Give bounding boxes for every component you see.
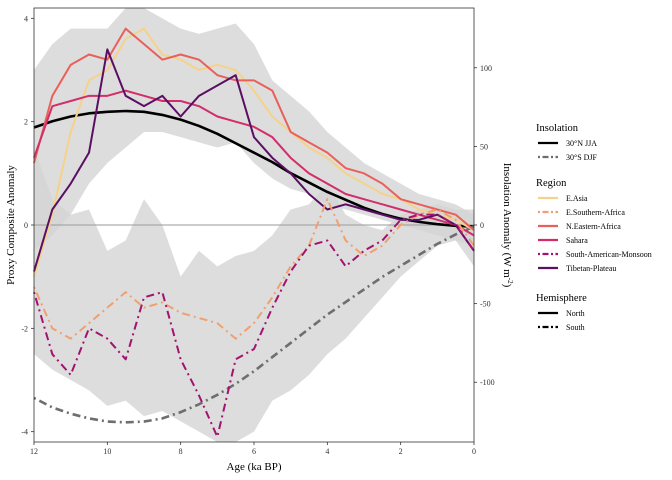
- y-axis-right: -100 -50 0 50 100: [474, 64, 495, 387]
- y2-tick-label: 0: [480, 221, 484, 230]
- legend: Insolation 30°N JJA 30°S DJF Region E.Asia E.…: [536, 123, 652, 332]
- y2-tick-label: -50: [480, 300, 491, 309]
- y-tick-label: -4: [21, 428, 28, 437]
- legend-label: 30°S DJF: [566, 153, 598, 162]
- y-tick-label: 0: [24, 221, 28, 230]
- legend-label: E.Asia: [566, 194, 588, 203]
- legend-title: Hemisphere: [536, 293, 587, 304]
- series-line-tibetan-plateau: [33, 48, 475, 272]
- series-line-south-american-monsoon: [33, 213, 475, 438]
- legend-label: South-American-Monsoon: [566, 250, 652, 259]
- insolation-line-30-n-jja: [33, 109, 475, 228]
- x-tick-label: 2: [399, 447, 403, 456]
- legend-title: Region: [536, 178, 567, 189]
- x-tick-label: 12: [30, 447, 38, 456]
- y-tick-label: 2: [24, 118, 28, 127]
- legend-group-insolation: Insolation 30°N JJA 30°S DJF: [536, 123, 598, 162]
- series-line-e-southern-africa: [33, 198, 475, 340]
- x-tick-label: 8: [179, 447, 183, 456]
- x-tick-label: 10: [103, 447, 111, 456]
- y2-axis-title: Insolation Anomaly (W m-2): [501, 163, 514, 288]
- x-tick-label: 0: [472, 447, 476, 456]
- legend-group-region: Region E.Asia E.Southern-Africa N.Eastern-A…: [536, 178, 652, 273]
- confidence-bands: [34, 8, 474, 442]
- legend-label: 30°N JJA: [566, 139, 597, 148]
- y-axis-title: Proxy Composite Anomaly: [5, 165, 17, 285]
- legend-label: South: [566, 323, 585, 332]
- series-line-n-eastern-africa: [33, 27, 475, 231]
- legend-group-hemisphere: Hemisphere North South: [536, 293, 587, 332]
- band-south: [34, 147, 474, 442]
- legend-title: Insolation: [536, 123, 579, 134]
- legend-label: Tibetan-Plateau: [566, 264, 616, 273]
- y2-tick-label: 100: [480, 64, 492, 73]
- x-tick-label: 4: [325, 447, 329, 456]
- legend-label: Sahara: [566, 236, 588, 245]
- y2-tick-label: -100: [480, 378, 495, 387]
- y-tick-label: 4: [24, 14, 28, 23]
- x-axis-title: Age (ka BP): [227, 461, 282, 473]
- x-tick-label: 6: [252, 447, 256, 456]
- y-axis-left: -4 -2 0 2 4: [21, 14, 34, 437]
- y2-tick-label: 50: [480, 142, 488, 151]
- series-line-sahara: [33, 89, 475, 237]
- legend-label: North: [566, 309, 585, 318]
- legend-label: N.Eastern-Africa: [566, 222, 621, 231]
- y-tick-label: -2: [21, 324, 28, 333]
- band-north: [34, 8, 474, 251]
- legend-label: E.Southern-Africa: [566, 208, 625, 217]
- x-axis: 12 10 8 6 4 2 0: [30, 442, 476, 456]
- series-lines: [33, 27, 475, 438]
